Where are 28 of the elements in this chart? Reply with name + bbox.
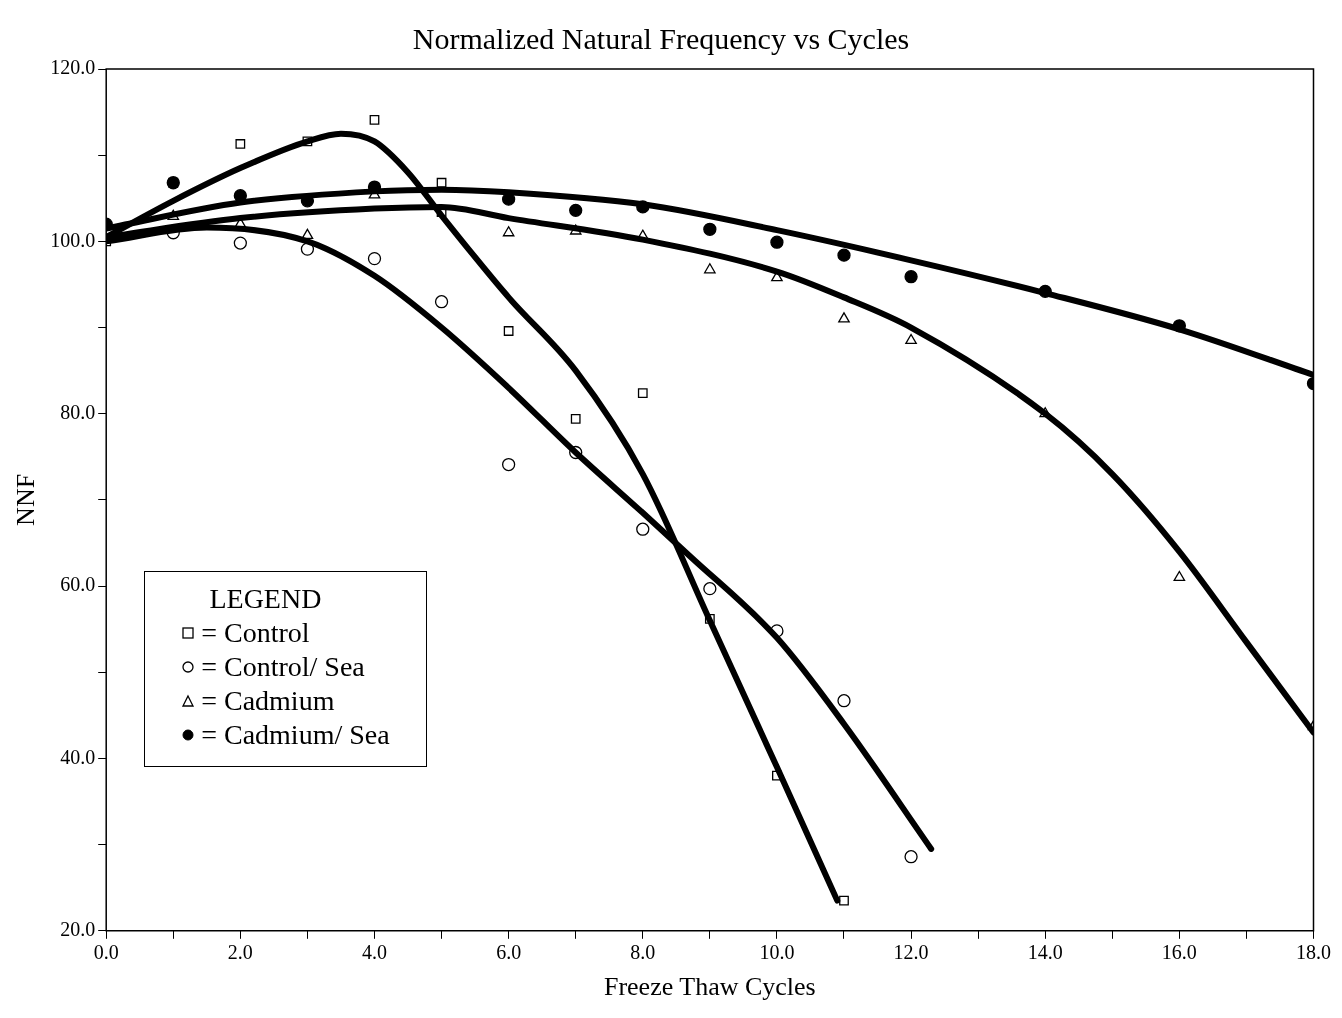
y-tick-label: 100.0: [50, 228, 96, 251]
legend-title: LEGEND: [208, 581, 323, 616]
legend-label: Control/ Sea: [223, 650, 365, 682]
legend-label: Control: [223, 616, 310, 648]
y-tick-label: 120.0: [50, 56, 96, 79]
x-tick-label: 10.0: [759, 941, 795, 964]
y-tick-label: 80.0: [60, 400, 96, 423]
legend-label: Cadmium/ Sea: [223, 718, 390, 750]
annotation: =: [201, 718, 217, 750]
x-tick-label: 4.0: [361, 941, 387, 964]
chart-title: Normalized Natural Frequency vs Cycles: [412, 21, 910, 55]
x-tick-label: 0.0: [93, 941, 119, 964]
x-tick-label: 16.0: [1161, 941, 1197, 964]
x-tick-label: 12.0: [893, 941, 929, 964]
annotation: =: [201, 650, 217, 682]
legend-label: Cadmium: [223, 684, 335, 716]
x-axis-title: Freeze Thaw Cycles: [603, 972, 816, 1002]
annotation: =: [201, 616, 217, 648]
y-tick-label: 20.0: [60, 918, 96, 941]
annotation: =: [201, 684, 217, 716]
x-tick-label: 8.0: [630, 941, 656, 964]
x-tick-label: 18.0: [1296, 941, 1331, 964]
x-tick-label: 2.0: [227, 941, 253, 964]
x-tick-label: 6.0: [496, 941, 522, 964]
y-axis-title: NNF: [11, 473, 41, 526]
y-tick-label: 60.0: [60, 573, 96, 596]
x-tick-label: 14.0: [1027, 941, 1063, 964]
y-tick-label: 40.0: [60, 745, 96, 768]
